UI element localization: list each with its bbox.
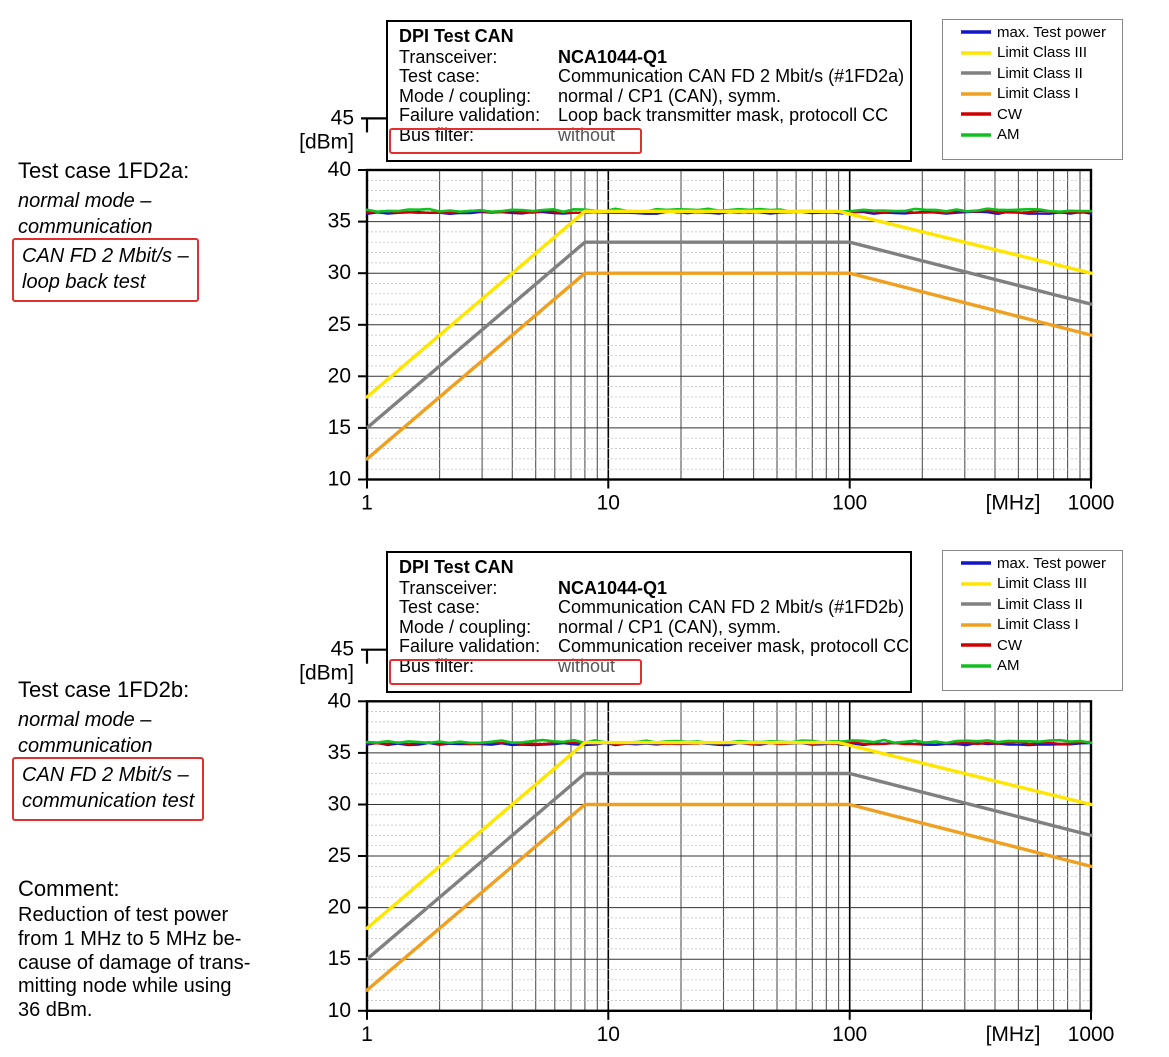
svg-text:30: 30 [328,793,351,816]
svg-text:15: 15 [328,416,351,439]
svg-text:15: 15 [328,947,351,970]
svg-text:25: 25 [328,844,351,867]
svg-text:40: 40 [328,689,351,712]
svg-text:1: 1 [361,1023,373,1046]
svg-text:1: 1 [361,492,373,515]
svg-text:30: 30 [328,261,351,284]
svg-text:1000: 1000 [1068,492,1115,515]
svg-text:[MHz]: [MHz] [986,492,1041,515]
svg-text:10: 10 [597,1023,620,1046]
svg-text:10: 10 [597,492,620,515]
svg-text:1000: 1000 [1068,1023,1115,1046]
svg-text:[dBm]: [dBm] [299,130,354,153]
svg-text:100: 100 [832,492,867,515]
svg-text:20: 20 [328,364,351,387]
svg-text:45: 45 [331,638,354,661]
svg-text:45: 45 [331,106,354,129]
svg-text:10: 10 [328,999,351,1022]
svg-text:25: 25 [328,313,351,336]
svg-text:[dBm]: [dBm] [299,662,354,685]
svg-text:35: 35 [328,741,351,764]
svg-text:10: 10 [328,468,351,491]
svg-text:40: 40 [328,158,351,181]
svg-text:[MHz]: [MHz] [986,1023,1041,1046]
svg-text:35: 35 [328,210,351,233]
svg-text:100: 100 [832,1023,867,1046]
svg-text:20: 20 [328,896,351,919]
